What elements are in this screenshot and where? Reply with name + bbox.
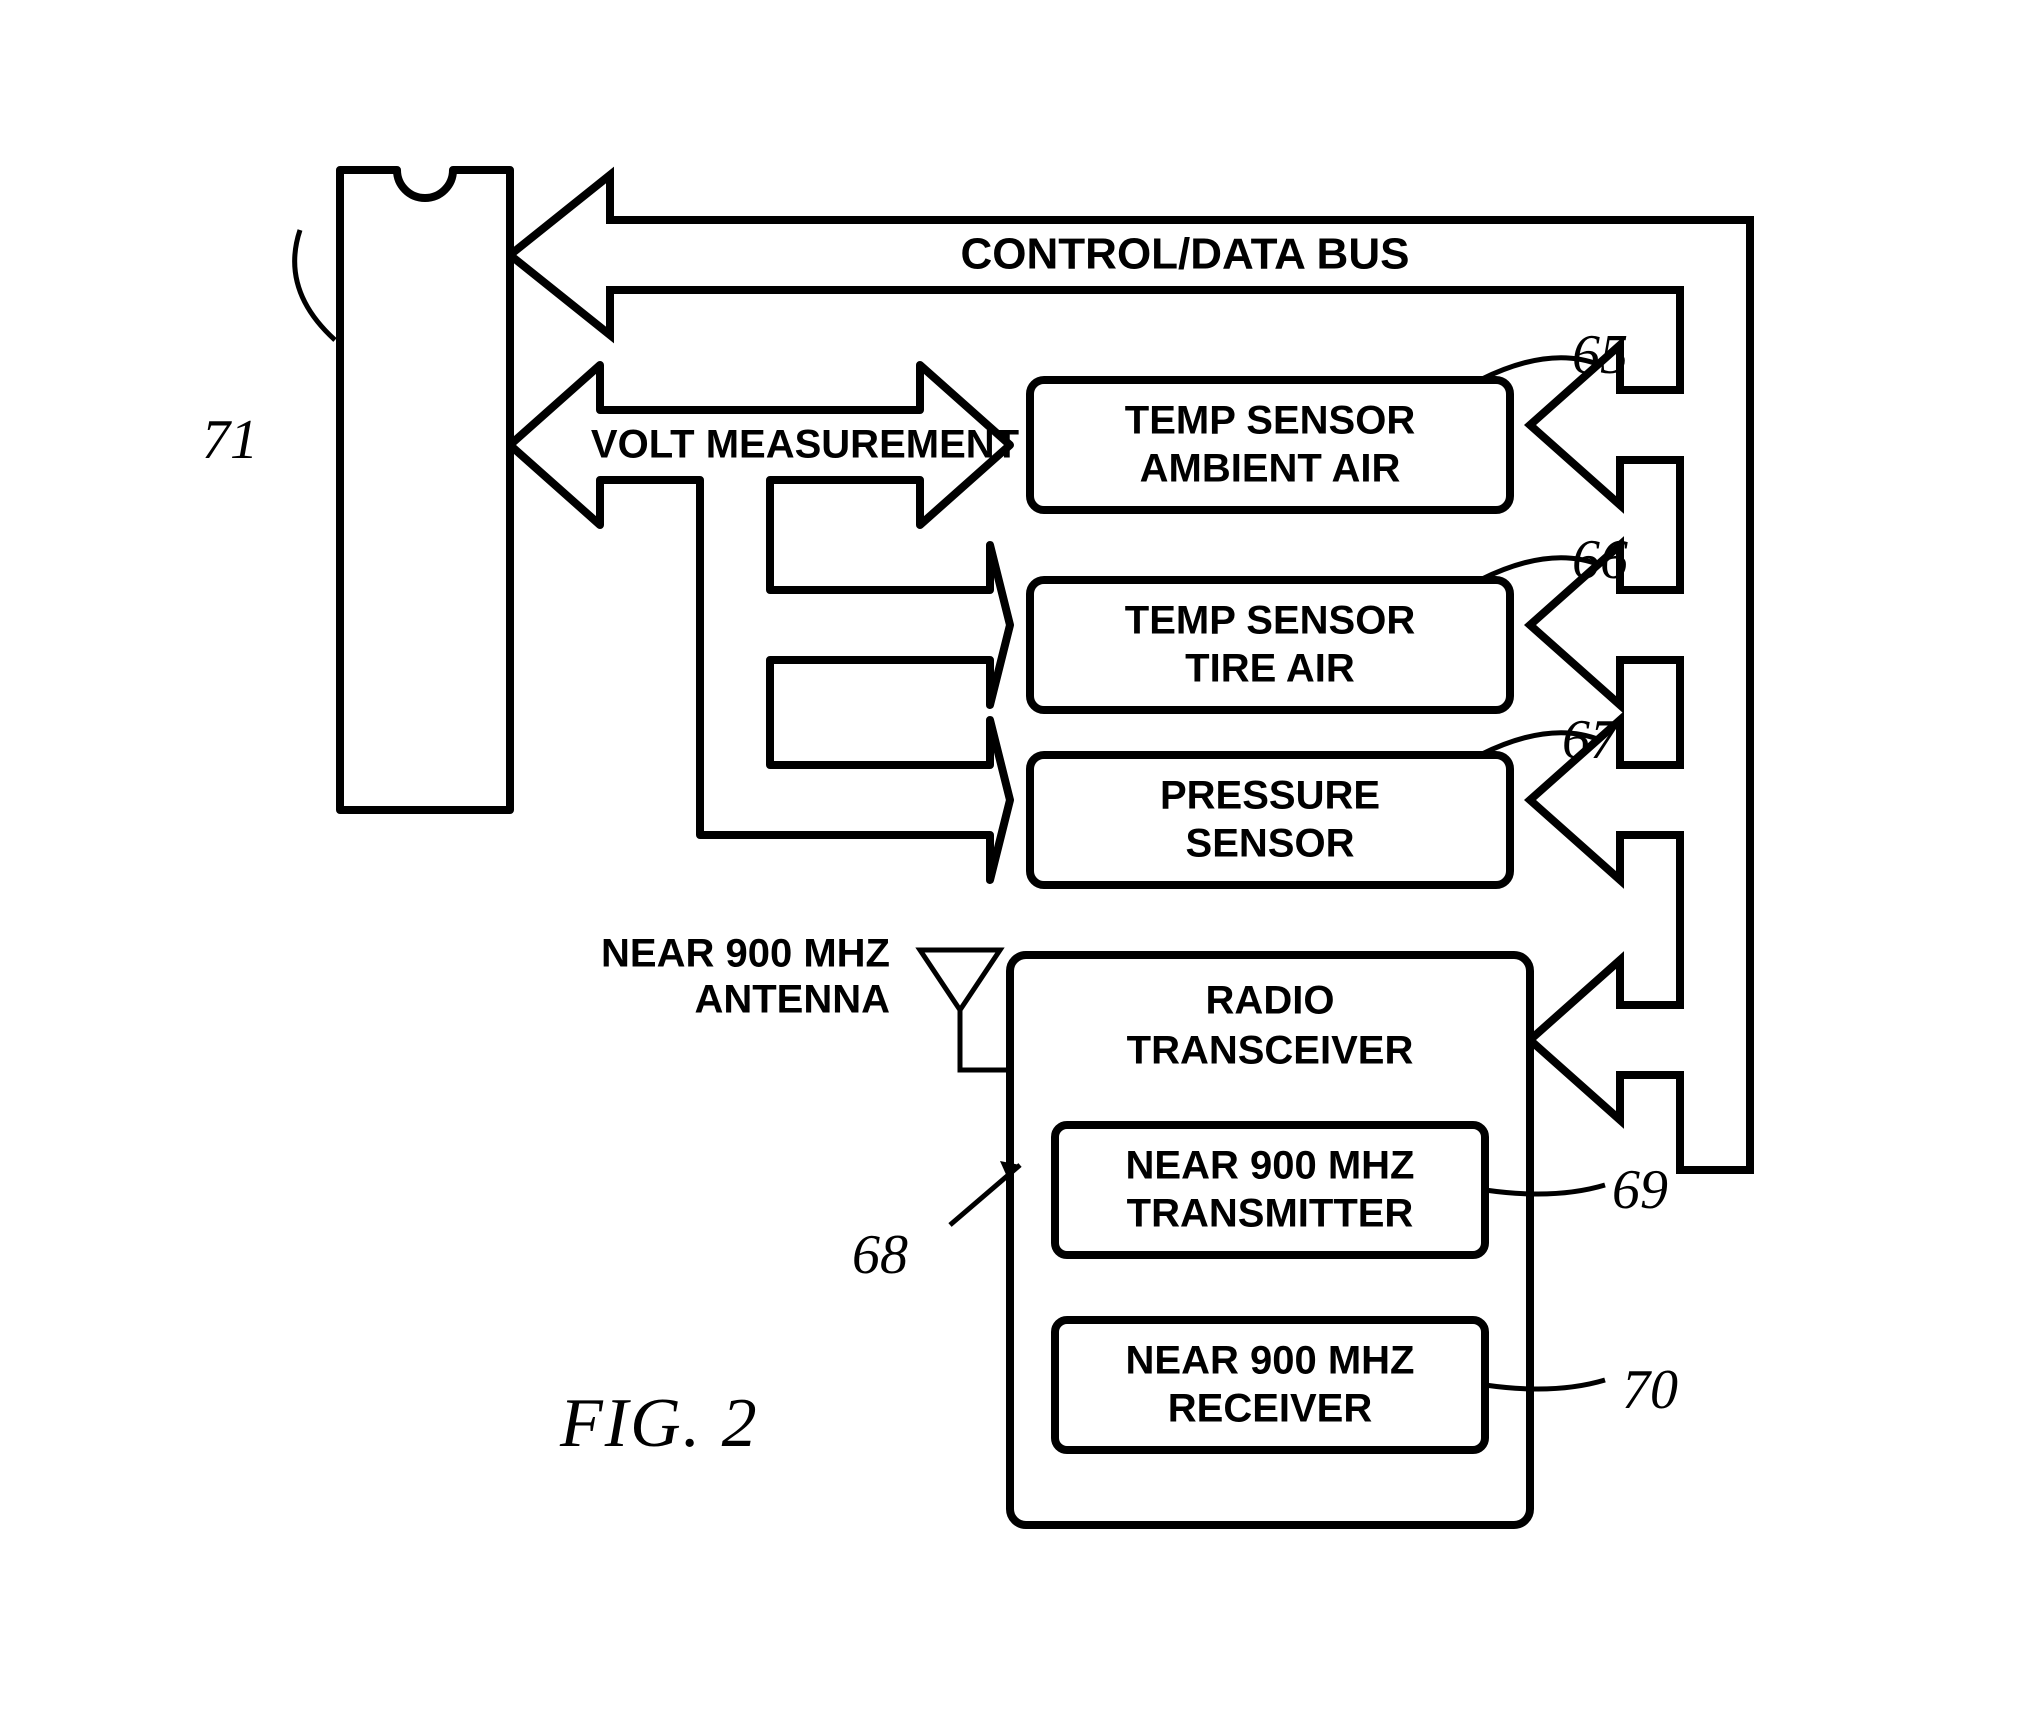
label-text: TRANSMITTER (1127, 1192, 1414, 1236)
microcontroller-block (340, 170, 510, 810)
antenna-icon (920, 950, 1000, 1010)
label-text: 67 (1562, 709, 1620, 771)
label-text: 65 (1572, 324, 1628, 386)
label-text: SENSOR (1186, 822, 1355, 866)
label-text: FIG. 2 (559, 1385, 759, 1462)
label-text: NEAR 900 MHZ (1126, 1339, 1415, 1383)
label-text: TEMP SENSOR (1125, 599, 1416, 643)
label-text: RADIO (1206, 979, 1335, 1023)
label-text: TIRE AIR (1185, 647, 1355, 691)
label-text: 71 (202, 409, 258, 471)
label-text: RECEIVER (1168, 1387, 1373, 1431)
antenna-lead (960, 1010, 1010, 1070)
label-text: ANTENNA (694, 978, 890, 1022)
label-text: TEMP SENSOR (1125, 399, 1416, 443)
label-text: PRESSURE (1160, 774, 1380, 818)
label-text: AMBIENT AIR (1140, 447, 1401, 491)
label-text: TRANSCEIVER (1127, 1029, 1414, 1073)
label-text: 68 (852, 1224, 908, 1286)
leader-71 (295, 230, 335, 340)
label-text: 70 (1622, 1359, 1678, 1421)
label-text: NEAR 900 MHZ (601, 932, 890, 976)
label-text: 66 (1572, 529, 1628, 591)
label-text: VOLT MEASUREMENT (591, 423, 1019, 467)
label-text: CONTROL/DATA BUS (961, 230, 1410, 279)
label-text: NEAR 900 MHZ (1126, 1144, 1415, 1188)
label-text: 69 (1612, 1159, 1668, 1221)
